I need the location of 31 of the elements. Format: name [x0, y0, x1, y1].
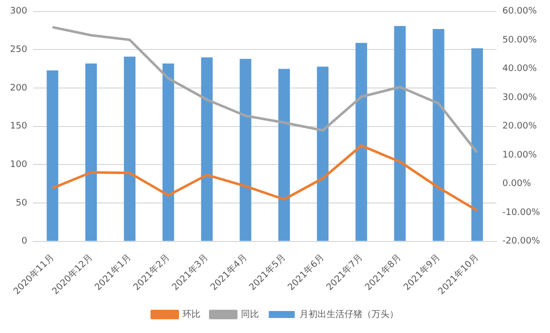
bar: [278, 68, 290, 241]
y2-tick-label: 40.00%: [502, 64, 538, 74]
y-tick-label: 200: [10, 83, 28, 94]
y2-tick-label: 0.00%: [502, 179, 532, 190]
y-tick-label: 300: [10, 6, 28, 17]
bar: [201, 57, 213, 241]
y-tick-label: 100: [10, 160, 28, 170]
y2-tick-label: 10.00%: [502, 150, 538, 160]
bar: [471, 48, 483, 241]
y-tick-label: 250: [10, 45, 28, 56]
y2-tick-label: 60.00%: [502, 6, 538, 17]
bar: [85, 64, 97, 241]
y-tick-label: 0: [21, 236, 28, 247]
bar: [162, 64, 174, 241]
bar: [240, 58, 252, 241]
bar: [316, 66, 329, 241]
y2-tick-label: -20.00%: [502, 236, 540, 247]
legend-label: 月初出生活仔猪（万头）: [299, 308, 398, 320]
y-tick-label: 50: [16, 198, 28, 208]
bar: [356, 42, 368, 241]
legend-label: 环比: [182, 308, 200, 320]
y2-tick-label: 50.00%: [502, 35, 538, 46]
bar: [124, 56, 136, 241]
y2-tick-label: 30.00%: [502, 92, 538, 103]
bar: [432, 29, 444, 241]
bar: [394, 26, 406, 241]
y2-tick-label: 20.00%: [502, 122, 538, 132]
legend-label: 同比: [240, 308, 259, 320]
bar: [46, 70, 58, 241]
y-tick-label: 150: [10, 122, 28, 132]
y2-tick-label: -10.00%: [502, 208, 540, 218]
